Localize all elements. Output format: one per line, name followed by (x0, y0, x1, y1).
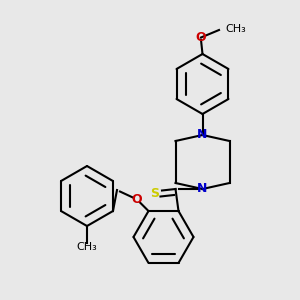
Text: N: N (197, 182, 208, 196)
Text: CH₃: CH₃ (76, 242, 98, 252)
Text: O: O (131, 193, 142, 206)
Text: O: O (196, 31, 206, 44)
Text: CH₃: CH₃ (225, 23, 246, 34)
Text: S: S (150, 187, 159, 200)
Text: N: N (197, 128, 208, 142)
